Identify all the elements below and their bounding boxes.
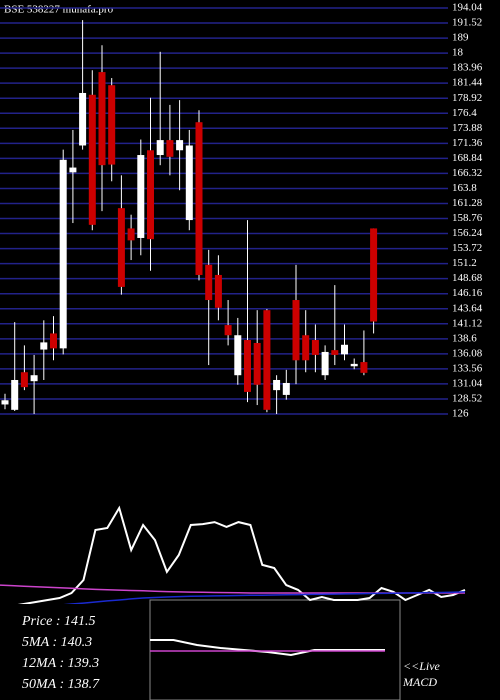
y-tick-label: 168.84 — [452, 152, 483, 164]
info-line: 50MA : 138.7 — [22, 677, 100, 692]
candle-body — [205, 264, 213, 301]
y-tick-label: 131.04 — [452, 377, 483, 389]
candle-body — [108, 85, 116, 165]
y-tick-label: 148.68 — [452, 272, 483, 284]
candle-body — [214, 274, 222, 308]
candle-body — [350, 363, 358, 367]
candle-body — [69, 167, 77, 173]
candle-body — [127, 228, 135, 241]
y-tick-label: 136.08 — [452, 347, 483, 359]
y-tick-label: 173.88 — [452, 122, 483, 134]
y-tick-label: 176.4 — [452, 107, 477, 119]
y-tick-label: 161.28 — [452, 197, 483, 209]
y-tick-label: 158.76 — [452, 212, 483, 224]
y-tick-label: 163.8 — [452, 182, 477, 194]
candle-body — [98, 72, 106, 166]
candle-body — [176, 140, 184, 151]
y-tick-label: 126 — [452, 408, 469, 420]
y-tick-label: 143.64 — [452, 302, 483, 314]
chart-title: BSE 538227 munafa.pro — [4, 4, 114, 16]
macd-sublabel: MACD — [402, 675, 437, 689]
candle-body — [1, 400, 9, 405]
candle-body — [79, 92, 87, 146]
candle-body — [20, 372, 28, 388]
candle-body — [370, 228, 378, 322]
y-tick-label: 18 — [452, 47, 464, 59]
candle-body — [292, 300, 300, 361]
candle-body — [50, 333, 57, 349]
y-tick-label: 171.36 — [452, 137, 483, 149]
candle-body — [137, 155, 145, 238]
series-line — [0, 505, 466, 611]
info-line: 5MA : 140.3 — [22, 635, 92, 650]
info-line: Price : 141.5 — [21, 614, 95, 629]
candle-body — [321, 351, 329, 376]
candle-body — [117, 208, 125, 287]
candle-body — [30, 375, 38, 382]
y-tick-label: 128.52 — [452, 392, 482, 404]
info-bg — [0, 604, 148, 700]
candle-body — [224, 325, 232, 336]
candle-body — [88, 94, 96, 225]
candle-body — [11, 379, 19, 410]
macd-label: <<Live — [403, 659, 441, 673]
series-line — [0, 584, 465, 594]
candle-body — [40, 342, 48, 350]
candle-body — [234, 335, 242, 376]
y-tick-label: 151.2 — [452, 257, 477, 269]
candle-body — [156, 140, 164, 156]
candle-body — [253, 342, 261, 385]
candle-body — [311, 340, 319, 355]
y-tick-label: 141.12 — [452, 317, 482, 329]
y-tick-label: 194.04 — [452, 2, 483, 14]
y-tick-label: 133.56 — [452, 362, 483, 374]
candle-body — [360, 362, 368, 373]
series-line — [0, 591, 466, 611]
y-tick-label: 138.6 — [452, 332, 477, 344]
y-tick-label: 181.44 — [452, 77, 483, 89]
y-tick-label: 153.72 — [452, 242, 482, 254]
candle-body — [244, 340, 251, 392]
candle-body — [185, 145, 193, 221]
info-line: 12MA : 139.3 — [22, 656, 99, 671]
y-tick-label: 189 — [452, 32, 469, 44]
y-tick-label: 191.52 — [452, 17, 482, 29]
candle-body — [341, 344, 348, 355]
y-tick-label: 183.96 — [452, 62, 483, 74]
candle-body — [282, 382, 290, 395]
candle-body — [166, 140, 174, 157]
y-tick-label: 166.32 — [452, 167, 482, 179]
y-tick-label: 178.92 — [452, 92, 482, 104]
candle-body — [147, 150, 154, 240]
candle-body — [273, 379, 281, 391]
candle-body — [195, 122, 203, 275]
series-line — [150, 639, 385, 657]
candle-body — [263, 310, 271, 410]
y-tick-label: 146.16 — [452, 287, 483, 299]
y-tick-label: 156.24 — [452, 227, 483, 239]
candle-body — [331, 350, 339, 355]
candle-body — [302, 335, 310, 361]
candle-body — [59, 159, 67, 349]
